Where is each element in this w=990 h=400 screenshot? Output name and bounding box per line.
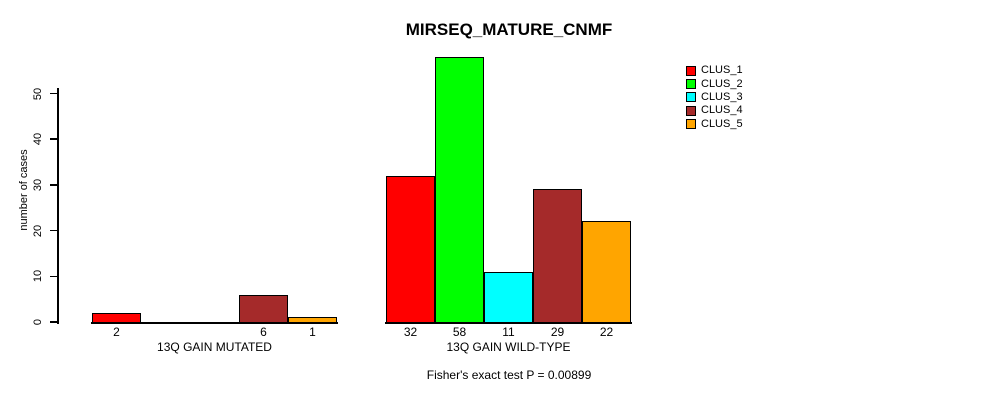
legend-label: CLUS_2 — [701, 77, 743, 90]
x-baseline — [91, 322, 338, 324]
legend-item-clus_5: CLUS_5 — [686, 118, 743, 131]
group-axis-label: 13Q GAIN WILD-TYPE — [446, 340, 571, 354]
bar-value-label: 29 — [550, 325, 565, 339]
legend-item-clus_1: CLUS_1 — [686, 64, 743, 77]
bar-value-label: 32 — [403, 325, 418, 339]
y-tick-label: 20 — [32, 224, 44, 237]
y-tick-label: 0 — [32, 318, 44, 326]
y-tick-label: 30 — [32, 178, 44, 192]
legend-swatch-icon — [686, 79, 696, 90]
legend-label: CLUS_1 — [701, 64, 743, 77]
bar-clus_1 — [92, 313, 141, 323]
y-tick-label: 40 — [32, 133, 44, 146]
bar-clus_4 — [533, 189, 582, 323]
y-axis-line — [57, 88, 59, 324]
legend-label: CLUS_4 — [701, 104, 743, 117]
fisher-test-footnote: Fisher's exact test P = 0.00899 — [426, 368, 592, 382]
bar-clus_5 — [288, 317, 337, 323]
y-tick — [50, 321, 58, 323]
bar-value-label: 22 — [599, 325, 614, 339]
legend-item-clus_3: CLUS_3 — [686, 91, 743, 104]
y-tick — [50, 275, 58, 278]
legend-swatch-icon — [686, 92, 696, 103]
y-tick — [50, 229, 58, 232]
bar-value-label: 1 — [309, 325, 316, 339]
bar-value-label: 2 — [113, 325, 120, 339]
bar-value-label: 11 — [502, 325, 515, 339]
bar-clus_4 — [239, 295, 288, 323]
bar-clus_5 — [582, 221, 631, 323]
y-tick — [50, 184, 58, 186]
y-tick-label: 50 — [32, 87, 44, 100]
y-tick-label: 10 — [32, 270, 44, 283]
legend-label: CLUS_5 — [701, 117, 743, 130]
bar-clus_1 — [386, 176, 435, 323]
y-tick — [50, 92, 58, 95]
legend: CLUS_1 CLUS_2 CLUS_3 CLUS_4 CLUS_5 — [686, 64, 743, 131]
chart-title: MIRSEQ_MATURE_CNMF — [405, 20, 613, 39]
legend-item-clus_4: CLUS_4 — [686, 104, 743, 117]
bar-value-label: 6 — [260, 325, 267, 339]
legend-swatch-icon — [686, 119, 696, 130]
legend-swatch-icon — [686, 105, 696, 116]
legend-label: CLUS_3 — [701, 90, 743, 103]
y-tick — [50, 138, 58, 140]
bar-clus_3 — [484, 272, 533, 323]
bar-value-label: 58 — [452, 325, 467, 339]
bar-clus_2 — [435, 57, 484, 323]
legend-swatch-icon — [686, 65, 696, 76]
group-axis-label: 13Q GAIN MUTATED — [157, 340, 272, 354]
legend-item-clus_2: CLUS_2 — [686, 77, 743, 90]
